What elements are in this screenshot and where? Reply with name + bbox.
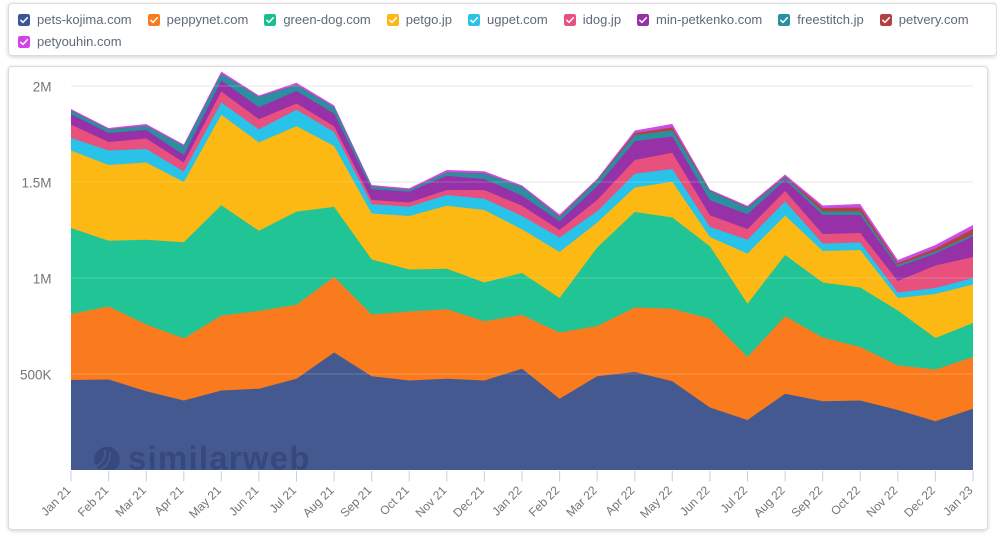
- svg-text:Feb 21: Feb 21: [75, 483, 112, 520]
- svg-text:Dec 21: Dec 21: [450, 483, 487, 520]
- svg-text:1M: 1M: [33, 272, 52, 287]
- svg-text:2M: 2M: [33, 80, 52, 95]
- svg-text:Sep 22: Sep 22: [789, 483, 826, 520]
- svg-text:1.5M: 1.5M: [21, 176, 51, 191]
- svg-text:Jul 22: Jul 22: [718, 483, 751, 516]
- svg-text:Oct 22: Oct 22: [828, 483, 863, 518]
- svg-text:Jun 21: Jun 21: [226, 483, 262, 519]
- svg-text:Sep 21: Sep 21: [338, 483, 375, 520]
- svg-text:May 21: May 21: [186, 483, 224, 521]
- svg-text:May 22: May 22: [637, 483, 675, 521]
- svg-text:Nov 21: Nov 21: [413, 483, 450, 520]
- svg-text:similarweb: similarweb: [128, 440, 311, 477]
- svg-text:Jan 23: Jan 23: [940, 483, 976, 519]
- svg-text:Nov 22: Nov 22: [864, 483, 901, 520]
- svg-text:Oct 21: Oct 21: [377, 483, 412, 518]
- svg-text:Jun 22: Jun 22: [677, 483, 713, 519]
- svg-text:Dec 22: Dec 22: [901, 483, 938, 520]
- svg-text:Feb 22: Feb 22: [526, 483, 563, 520]
- svg-text:Aug 21: Aug 21: [300, 483, 337, 520]
- svg-text:Apr 21: Apr 21: [151, 483, 186, 518]
- svg-text:Jan 21: Jan 21: [38, 483, 74, 519]
- svg-text:500K: 500K: [20, 368, 52, 383]
- svg-text:Mar 22: Mar 22: [564, 483, 601, 520]
- svg-text:Mar 21: Mar 21: [113, 483, 150, 520]
- svg-text:Apr 22: Apr 22: [602, 483, 637, 518]
- svg-text:Aug 22: Aug 22: [751, 483, 788, 520]
- svg-text:Jan 22: Jan 22: [489, 483, 525, 519]
- svg-text:Jul 21: Jul 21: [267, 483, 300, 516]
